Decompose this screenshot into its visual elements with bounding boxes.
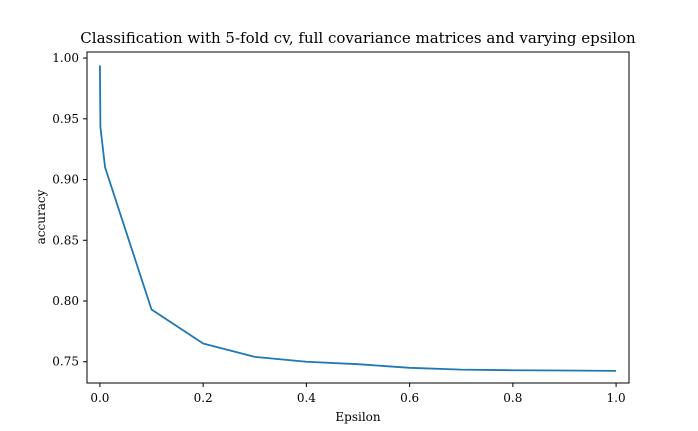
x-tick-label: 0.6 [400, 391, 419, 405]
y-tick-label: 0.75 [52, 355, 79, 369]
y-axis-label: accuracy [34, 189, 48, 244]
y-tick-label: 1.00 [52, 51, 79, 65]
chart-title: Classification with 5-fold cv, full cova… [80, 29, 636, 47]
y-tick-label: 0.85 [52, 233, 79, 247]
series-layer [99, 65, 617, 372]
x-tick-label: 0.4 [297, 391, 316, 405]
y-tick-label: 0.90 [52, 173, 79, 187]
x-tick-label: 0.2 [194, 391, 213, 405]
x-axis: 0.0 0.2 0.4 0.6 0.8 1.0 [90, 383, 626, 405]
y-axis: 0.75 0.80 0.85 0.90 0.95 1.00 [52, 51, 87, 369]
y-tick-label: 0.95 [52, 112, 79, 126]
plot-frame [86, 51, 630, 384]
series-line [99, 65, 617, 372]
y-tick-label: 0.80 [52, 294, 79, 308]
x-tick-label: 1.0 [607, 391, 626, 405]
x-axis-label: Epsilon [335, 410, 381, 424]
x-tick-label: 0.0 [90, 391, 109, 405]
x-tick-label: 0.8 [503, 391, 522, 405]
